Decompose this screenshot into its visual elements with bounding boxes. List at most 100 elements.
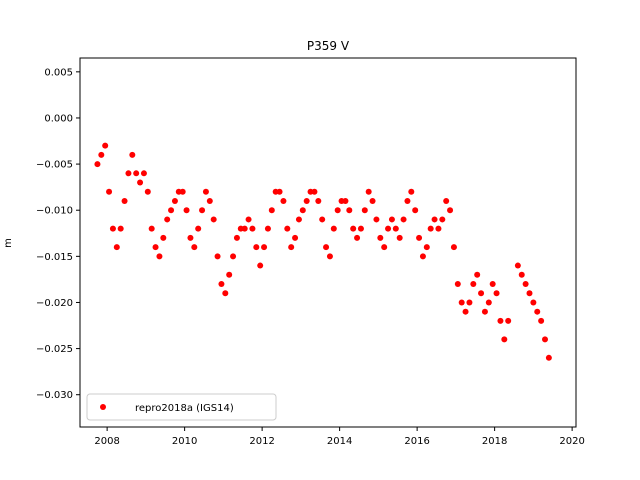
data-point <box>400 216 407 223</box>
data-point <box>280 197 287 204</box>
data-point <box>94 161 101 168</box>
data-point <box>249 225 256 232</box>
data-point <box>431 216 438 223</box>
data-point <box>447 207 454 214</box>
data-point <box>346 207 353 214</box>
data-point <box>404 197 411 204</box>
data-point <box>373 216 380 223</box>
data-point <box>210 216 217 223</box>
data-point <box>233 234 240 241</box>
data-point <box>315 197 322 204</box>
data-point <box>419 253 426 260</box>
data-point <box>303 197 310 204</box>
data-point <box>342 197 349 204</box>
data-point <box>427 225 434 232</box>
data-point <box>354 234 361 241</box>
data-point <box>462 308 469 315</box>
data-point <box>489 281 496 288</box>
data-point <box>288 244 295 251</box>
data-point <box>117 225 124 232</box>
y-tick-label: −0.015 <box>36 252 73 263</box>
data-point <box>412 207 419 214</box>
data-point <box>121 197 128 204</box>
x-tick-label: 2012 <box>249 436 274 447</box>
data-point <box>164 216 171 223</box>
data-point <box>148 225 155 232</box>
data-point <box>125 170 132 177</box>
data-point <box>466 299 473 306</box>
data-point <box>187 234 194 241</box>
data-point <box>140 170 147 177</box>
data-point <box>299 207 306 214</box>
data-point <box>392 225 399 232</box>
y-axis-ticks: 0.005 0.000 −0.005 −0.010 −0.015 −0.020 −0.025… <box>36 67 80 401</box>
data-point <box>284 225 291 232</box>
y-axis-label: m <box>3 238 14 248</box>
x-tick-label: 2016 <box>404 436 429 447</box>
y-tick-label: −0.020 <box>36 298 73 309</box>
data-point <box>458 299 465 306</box>
data-point <box>268 207 275 214</box>
data-point <box>357 225 364 232</box>
data-point <box>377 234 384 241</box>
data-point <box>396 234 403 241</box>
data-point <box>522 281 529 288</box>
data-point <box>388 216 395 223</box>
y-tick-label: −0.025 <box>36 344 73 355</box>
data-point <box>152 244 159 251</box>
x-tick-label: 2008 <box>94 436 119 447</box>
legend: repro2018a (IGS14) <box>86 393 277 421</box>
data-point <box>350 225 357 232</box>
data-point <box>222 290 229 297</box>
data-point <box>501 336 508 343</box>
data-point <box>261 244 268 251</box>
data-point <box>470 281 477 288</box>
data-point <box>206 197 213 204</box>
data-point <box>416 234 423 241</box>
data-point <box>530 299 537 306</box>
data-point <box>365 188 372 195</box>
data-point <box>253 244 260 251</box>
data-point <box>168 207 175 214</box>
data-point <box>195 225 202 232</box>
data-point <box>334 207 341 214</box>
data-point <box>202 188 209 195</box>
data-point <box>311 188 318 195</box>
data-point <box>276 188 283 195</box>
data-point <box>214 253 221 260</box>
data-point <box>485 299 492 306</box>
data-point <box>226 271 233 278</box>
data-point <box>450 244 457 251</box>
data-point <box>505 317 512 324</box>
data-point <box>323 244 330 251</box>
data-point <box>474 271 481 278</box>
data-point <box>102 142 109 149</box>
x-tick-label: 2018 <box>482 436 507 447</box>
y-tick-label: −0.005 <box>36 160 73 171</box>
data-point <box>245 216 252 223</box>
data-point <box>435 225 442 232</box>
data-point <box>481 308 488 315</box>
y-tick-label: 0.000 <box>44 113 73 124</box>
legend-marker <box>100 404 106 410</box>
data-point <box>98 151 105 158</box>
data-point <box>160 234 167 241</box>
data-point <box>326 253 333 260</box>
data-point <box>137 179 144 186</box>
data-point <box>183 207 190 214</box>
data-point <box>534 308 541 315</box>
data-point <box>292 234 299 241</box>
data-point <box>106 188 113 195</box>
data-point <box>330 225 337 232</box>
legend-box <box>86 393 277 421</box>
data-point <box>218 281 225 288</box>
data-point <box>361 207 368 214</box>
data-point <box>369 197 376 204</box>
data-point <box>241 225 248 232</box>
x-tick-label: 2010 <box>172 436 197 447</box>
data-point <box>156 253 163 260</box>
data-point <box>497 317 504 324</box>
data-points <box>94 142 552 361</box>
data-point <box>518 271 525 278</box>
